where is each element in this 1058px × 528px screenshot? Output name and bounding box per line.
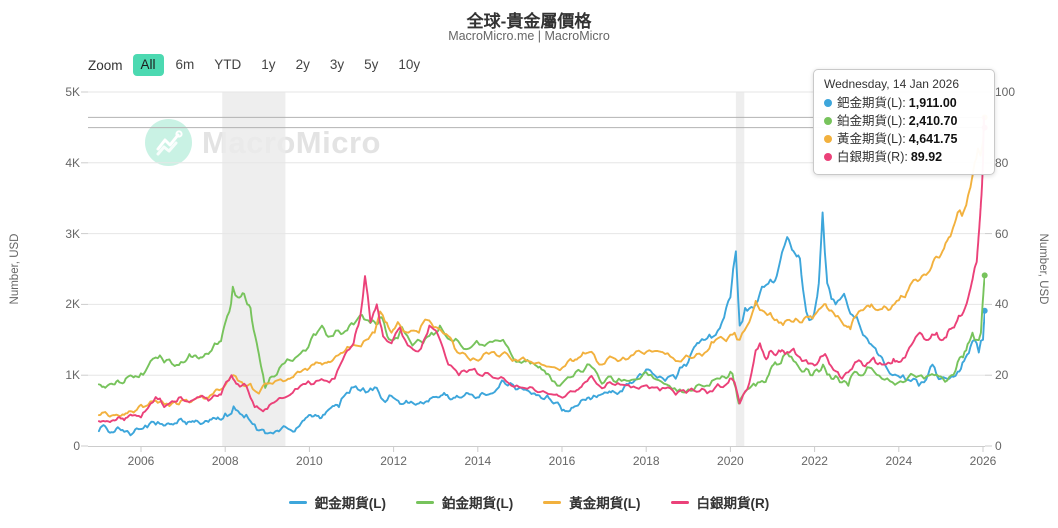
tooltip-row: 鉑金期貨(L): 2,410.70 [824, 112, 984, 130]
left-axis-tick-label: 1K [65, 368, 80, 383]
zoom-button-2y[interactable]: 2y [295, 57, 310, 72]
recession-band [735, 92, 745, 446]
legend-label: 黃金期貨(L) [569, 496, 641, 511]
legend-line-icon [288, 500, 307, 504]
x-axis-tick-label: 2020 [717, 454, 744, 468]
series-bullet-icon [824, 117, 832, 125]
series-line[interactable] [97, 115, 985, 424]
series-hover-marker [981, 272, 988, 279]
zoom-button-1y[interactable]: 1y [261, 57, 276, 72]
x-axis-tick-label: 2022 [801, 454, 828, 468]
tooltip-date: Wednesday, 14 Jan 2026 [824, 77, 959, 91]
right-axis-tick-label: 40 [995, 297, 1009, 312]
left-axis-title: Number, USD [9, 233, 21, 305]
x-axis-tick-label: 2018 [632, 454, 660, 468]
legend-item[interactable]: 鈀金期貨(L) [288, 492, 386, 512]
tooltip-series-value: 2,410.70 [908, 114, 958, 128]
page-title: 全球-貴金屬價格 [466, 12, 592, 31]
left-axis-tick-label: 2K [65, 297, 80, 312]
zoom-label: Zoom [88, 57, 123, 73]
chart-legend: 鈀金期貨(L) 鉑金期貨(L) 黃金期貨(L) 白銀期貨(R) [0, 492, 1058, 512]
series-bullet-icon [824, 99, 832, 107]
legend-label: 鈀金期貨(L) [314, 496, 386, 511]
x-axis-tick-label: 2006 [127, 454, 155, 468]
tooltip-series-value: 89.92 [910, 150, 943, 164]
left-axis-tick-label: 0 [73, 439, 80, 453]
legend-label: 鉑金期貨(L) [442, 496, 514, 511]
series-line[interactable] [97, 211, 985, 437]
series-bullet-icon [824, 153, 832, 161]
legend-line-icon [670, 500, 689, 504]
zoom-button-5y[interactable]: 5y [364, 57, 379, 72]
chart-tooltip: Wednesday, 14 Jan 2026 鈀金期貨(L): 1,911.00 鉑… [813, 69, 995, 175]
series-line[interactable] [97, 274, 985, 405]
zoom-button-6m[interactable]: 6m [175, 57, 195, 72]
tooltip-series-value: 1,911.00 [908, 96, 957, 110]
x-axis-tick-label: 2012 [380, 454, 407, 468]
x-axis-tick-label: 2008 [211, 454, 239, 468]
x-axis-tick-label: 2016 [548, 454, 576, 468]
legend-item[interactable]: 鉑金期貨(L) [416, 492, 513, 512]
right-axis-title: Number, USD [1037, 233, 1049, 305]
x-axis-tick-label: 2014 [464, 454, 492, 468]
series-bullet-icon [824, 135, 832, 143]
left-axis-tick-label: 3K [65, 226, 80, 241]
tooltip-series-label: 鈀金期貨(L): [837, 96, 906, 110]
right-axis-tick-label: 20 [995, 368, 1009, 383]
range-toolbar: Zoom All 6m YTD 1y 2y 3y 5y 10y [88, 54, 428, 76]
legend-line-icon [543, 500, 562, 504]
tooltip-rows: 鈀金期貨(L): 1,911.00 鉑金期貨(L): 2,410.70 黃金期貨(L):… [824, 94, 984, 166]
legend-item[interactable]: 黃金期貨(L) [543, 492, 641, 512]
x-axis-tick-label: 2026 [969, 454, 997, 468]
right-axis-tick-label: 80 [995, 155, 1009, 170]
left-axis-tick-label: 4K [65, 155, 80, 170]
tooltip-series-label: 黃金期貨(L): [837, 132, 906, 146]
zoom-buttons: All 6m YTD 1y 2y 3y 5y 10y [132, 54, 429, 76]
right-axis-tick-label: 0 [995, 439, 1002, 453]
tooltip-series-label: 白銀期貨(R): [837, 150, 908, 164]
page-subtitle: MacroMicro.me | MacroMicro [448, 29, 610, 43]
legend-item[interactable]: 白銀期貨(R) [670, 492, 770, 512]
tooltip-series-label: 鉑金期貨(L): [837, 114, 906, 128]
zoom-button-ytd[interactable]: YTD [214, 57, 242, 72]
recession-band [222, 92, 286, 446]
right-axis-tick-label: 100 [995, 85, 1016, 99]
zoom-button-all[interactable]: All [132, 54, 164, 76]
x-axis-tick-label: 2024 [885, 454, 913, 468]
tooltip-row: 白銀期貨(R): 89.92 [824, 148, 984, 166]
zoom-button-10y[interactable]: 10y [398, 57, 421, 72]
series-line[interactable] [97, 116, 985, 418]
tooltip-row: 黃金期貨(L): 4,641.75 [824, 130, 984, 148]
left-axis-tick-label: 5K [65, 85, 80, 99]
x-axis-tick-label: 2010 [296, 454, 323, 468]
tooltip-row: 鈀金期貨(L): 1,911.00 [824, 94, 984, 112]
legend-label: 白銀期貨(R) [696, 496, 770, 511]
legend-line-icon [416, 500, 434, 504]
tooltip-series-value: 4,641.75 [908, 132, 958, 146]
zoom-button-3y[interactable]: 3y [329, 57, 345, 72]
right-axis-tick-label: 60 [995, 226, 1009, 241]
